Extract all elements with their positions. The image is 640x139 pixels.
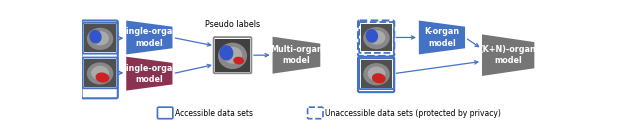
FancyBboxPatch shape: [157, 107, 173, 119]
Ellipse shape: [367, 30, 385, 45]
Ellipse shape: [220, 45, 234, 61]
Ellipse shape: [372, 73, 386, 83]
Ellipse shape: [87, 28, 113, 50]
Text: K-organ
model: K-organ model: [424, 27, 460, 48]
FancyBboxPatch shape: [361, 60, 392, 88]
Ellipse shape: [91, 66, 109, 80]
Text: Pseudo labels: Pseudo labels: [205, 20, 260, 29]
Ellipse shape: [223, 47, 243, 64]
Ellipse shape: [95, 72, 109, 83]
Polygon shape: [419, 21, 465, 54]
Ellipse shape: [91, 31, 109, 45]
FancyBboxPatch shape: [215, 39, 250, 72]
Ellipse shape: [364, 27, 390, 49]
Polygon shape: [126, 21, 172, 54]
Text: Unaccessible data sets (protected by privacy): Unaccessible data sets (protected by pri…: [325, 109, 500, 118]
FancyBboxPatch shape: [84, 59, 116, 87]
Polygon shape: [126, 57, 172, 91]
Text: Single-organ
model: Single-organ model: [120, 27, 179, 48]
Ellipse shape: [367, 67, 385, 81]
Ellipse shape: [234, 57, 244, 64]
Ellipse shape: [89, 30, 102, 44]
FancyBboxPatch shape: [361, 24, 392, 51]
Ellipse shape: [87, 62, 113, 85]
Ellipse shape: [364, 63, 390, 85]
Ellipse shape: [365, 29, 378, 43]
Polygon shape: [482, 34, 534, 76]
Ellipse shape: [218, 43, 247, 69]
FancyBboxPatch shape: [84, 24, 116, 52]
Polygon shape: [273, 37, 320, 74]
Text: Single-organ
model: Single-organ model: [120, 64, 179, 84]
FancyBboxPatch shape: [308, 107, 323, 119]
Text: Accessible data sets: Accessible data sets: [175, 109, 253, 118]
Text: Multi-organ
model: Multi-organ model: [270, 45, 323, 65]
Text: (K+N)-organ
model: (K+N)-organ model: [480, 45, 536, 65]
